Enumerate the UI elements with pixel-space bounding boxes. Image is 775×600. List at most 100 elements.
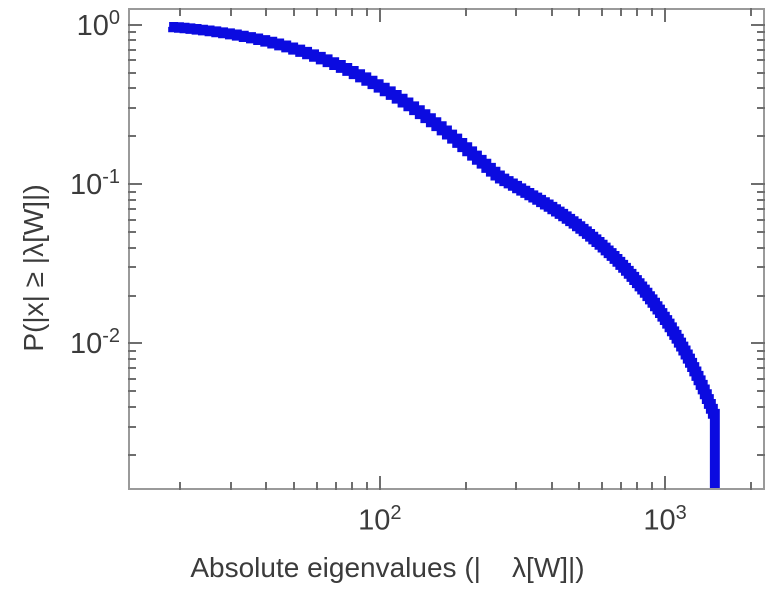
x-minor-tick	[514, 482, 517, 490]
y-minor-tick-right	[757, 198, 765, 201]
y-minor-tick-right	[757, 390, 765, 393]
y-minor-tick	[128, 367, 136, 370]
x-minor-tick-top	[265, 8, 268, 16]
y-minor-tick-right	[757, 207, 765, 210]
x-minor-tick-top	[334, 8, 337, 16]
y-tick-mantissa: 10	[76, 9, 109, 42]
y-minor-tick-right	[757, 190, 765, 193]
y-tick-exponent: -1	[102, 166, 120, 189]
y-tick-label: 100	[28, 7, 120, 43]
x-minor-tick	[578, 482, 581, 490]
x-minor-tick-top	[600, 8, 603, 16]
y-minor-tick-right	[757, 266, 765, 269]
x-minor-tick-top	[636, 8, 639, 16]
y-minor-tick	[128, 59, 136, 62]
y-minor-tick	[128, 357, 136, 360]
y-minor-tick	[128, 425, 136, 428]
x-minor-tick-top	[749, 8, 752, 16]
y-minor-tick-right	[757, 87, 765, 90]
y-axis-title: P(|x| ≥ |λ[W]|)	[18, 184, 49, 352]
x-tick-label: 103	[643, 502, 686, 538]
x-major-tick	[378, 476, 381, 490]
y-minor-tick-right	[757, 405, 765, 408]
y-minor-tick-right	[757, 31, 765, 34]
y-tick-exponent: -2	[102, 325, 120, 348]
x-minor-tick-top	[550, 8, 553, 16]
y-minor-tick	[128, 207, 136, 210]
x-minor-tick-top	[651, 8, 654, 16]
x-minor-tick-top	[315, 8, 318, 16]
y-minor-tick-right	[757, 294, 765, 297]
x-minor-tick	[265, 482, 268, 490]
y-major-tick-right	[751, 342, 765, 345]
x-minor-tick	[179, 482, 182, 490]
y-minor-tick	[128, 349, 136, 352]
y-minor-tick-right	[757, 231, 765, 234]
y-minor-tick	[128, 405, 136, 408]
x-minor-tick	[229, 482, 232, 490]
y-minor-tick-right	[757, 377, 765, 380]
y-tick-mantissa: 10	[69, 328, 103, 361]
y-minor-tick-right	[757, 39, 765, 42]
y-major-tick	[128, 342, 142, 345]
x-minor-tick	[600, 482, 603, 490]
y-minor-tick-right	[757, 107, 765, 110]
ccdf-curve-path	[168, 21, 720, 488]
y-tick-label: 10-1	[28, 166, 120, 202]
x-major-tick	[664, 476, 667, 490]
x-minor-tick	[464, 482, 467, 490]
y-tick-mantissa: 10	[69, 169, 103, 202]
x-tick-mantissa: 10	[358, 504, 391, 537]
y-minor-tick	[128, 48, 136, 51]
x-minor-tick	[550, 482, 553, 490]
x-tick-label: 102	[358, 502, 401, 538]
y-minor-tick	[128, 87, 136, 90]
y-minor-tick-right	[757, 135, 765, 138]
y-minor-tick-right	[757, 59, 765, 62]
y-minor-tick	[128, 198, 136, 201]
x-tick-exponent: 3	[675, 502, 687, 524]
y-minor-tick-right	[757, 48, 765, 51]
x-minor-tick	[619, 482, 622, 490]
plot-area	[128, 8, 765, 490]
y-minor-tick-right	[757, 218, 765, 221]
x-minor-tick-top	[365, 8, 368, 16]
y-minor-tick	[128, 266, 136, 269]
y-minor-tick-right	[757, 367, 765, 370]
y-minor-tick	[128, 71, 136, 74]
x-minor-tick	[315, 482, 318, 490]
x-major-tick-top	[664, 8, 667, 22]
x-minor-tick-top	[578, 8, 581, 16]
y-major-tick	[128, 183, 142, 186]
y-minor-tick	[128, 135, 136, 138]
x-minor-tick-top	[514, 8, 517, 16]
x-minor-tick-top	[619, 8, 622, 16]
x-minor-tick	[651, 482, 654, 490]
y-major-tick-right	[751, 24, 765, 27]
x-minor-tick	[749, 482, 752, 490]
x-minor-tick	[334, 482, 337, 490]
y-major-tick	[128, 24, 142, 27]
x-minor-tick	[292, 482, 295, 490]
y-minor-tick	[128, 107, 136, 110]
y-minor-tick-right	[757, 453, 765, 456]
x-minor-tick	[365, 482, 368, 490]
y-tick-label: 10-2	[28, 326, 120, 362]
y-minor-tick	[128, 294, 136, 297]
y-minor-tick	[128, 453, 136, 456]
y-minor-tick-right	[757, 246, 765, 249]
x-minor-tick	[636, 482, 639, 490]
y-minor-tick	[128, 377, 136, 380]
y-minor-tick-right	[757, 357, 765, 360]
y-minor-tick	[128, 390, 136, 393]
y-minor-tick-right	[757, 425, 765, 428]
y-minor-tick	[128, 246, 136, 249]
y-minor-tick-right	[757, 349, 765, 352]
x-minor-tick-top	[464, 8, 467, 16]
y-minor-tick	[128, 218, 136, 221]
y-minor-tick	[128, 39, 136, 42]
y-tick-exponent: 0	[108, 7, 120, 30]
y-minor-tick	[128, 190, 136, 193]
x-axis-title: Absolute eigenvalues (| λ[W]|)	[190, 552, 585, 583]
